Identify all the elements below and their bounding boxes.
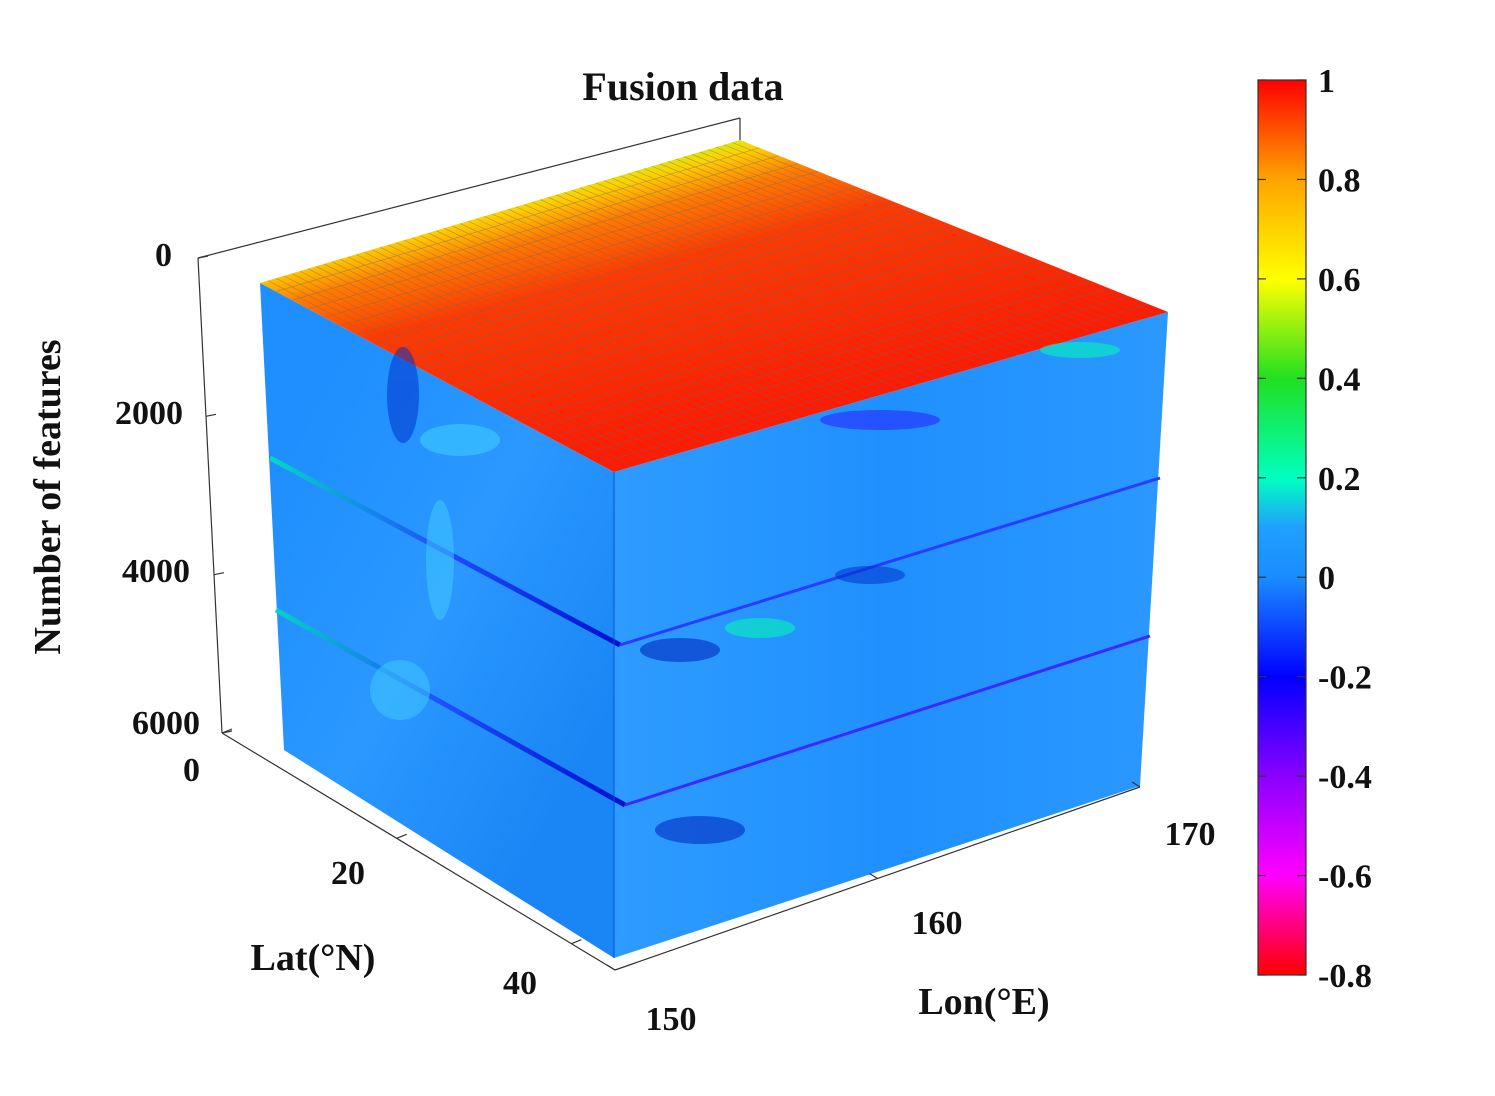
lat-tick-label: 40 xyxy=(503,965,537,1002)
lon-tick xyxy=(606,964,616,971)
colorbar-tick-label: -0.8 xyxy=(1318,958,1372,995)
z-tick xyxy=(205,413,217,417)
colorbar: 1 0.8 0.6 0.4 0.2 0 -0.2 -0.4 -0.6 -0.8 xyxy=(1257,63,1372,995)
colorbar-tick-label: 0 xyxy=(1318,560,1335,597)
z-tick-label: 0 xyxy=(155,237,172,274)
z-tick xyxy=(197,255,209,259)
colorbar-tick-label: 0.8 xyxy=(1318,162,1361,199)
tick-marks xyxy=(197,255,1141,971)
z-tick-label: 4000 xyxy=(122,553,190,590)
lon-tick-label: 150 xyxy=(646,1001,697,1038)
lat-tick-label: 0 xyxy=(183,752,200,789)
colorbar-tick-label: 0.4 xyxy=(1318,361,1361,398)
colorbar-tick-label: -0.6 xyxy=(1318,859,1372,896)
right-face xyxy=(614,312,1168,958)
lon-tick-label: 170 xyxy=(1165,816,1216,853)
lon-tick xyxy=(869,872,878,880)
z-tick-label: 6000 xyxy=(132,705,200,742)
z-tick-label: 2000 xyxy=(115,395,183,432)
lat-tick xyxy=(396,833,407,839)
lat-axis-label: Lat(°N) xyxy=(251,937,376,979)
lon-axis-label: Lon(°E) xyxy=(918,981,1049,1023)
colorbar-tick-label: 0.2 xyxy=(1318,461,1361,498)
z-axis: Number of features 0 2000 4000 6000 xyxy=(27,237,200,742)
z-axis-label: Number of features xyxy=(27,339,69,654)
colorbar-tick-label: 0.6 xyxy=(1318,262,1361,299)
colorbar-tick-label: 1 xyxy=(1318,63,1335,100)
slice-boundary-2-left xyxy=(274,607,627,808)
z-tick xyxy=(213,572,225,576)
left-face xyxy=(260,283,614,958)
lat-tick xyxy=(221,728,233,734)
colorbar-gradient xyxy=(1257,79,1307,976)
lon-tick xyxy=(1131,781,1141,788)
chart-title: Fusion data xyxy=(582,64,783,109)
lat-tick-label: 20 xyxy=(331,855,365,892)
lat-axis: Lat(°N) 0 20 40 xyxy=(183,752,537,1002)
lon-tick-label: 160 xyxy=(912,905,963,942)
slice-boundary-1-right xyxy=(619,476,1161,647)
volume-slices xyxy=(260,140,1168,958)
top-face xyxy=(260,140,1168,472)
colorbar-tick-label: -0.4 xyxy=(1318,759,1372,796)
lon-axis: Lon(°E) 150 160 170 xyxy=(646,816,1216,1038)
colorbar-tick-label: -0.2 xyxy=(1318,660,1372,697)
lat-tick xyxy=(571,939,582,945)
slice-boundary-2-right xyxy=(624,634,1151,807)
